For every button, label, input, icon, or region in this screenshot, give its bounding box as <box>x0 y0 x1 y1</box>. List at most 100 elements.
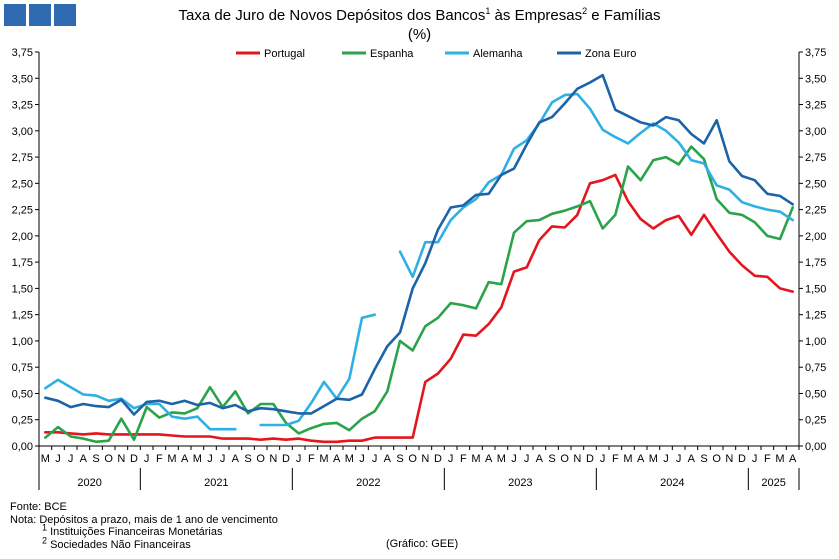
footnote-mark: 1 <box>42 522 48 533</box>
y-tick-label-left: 2,50 <box>12 178 33 190</box>
y-tick-label-right: 2,00 <box>805 231 826 243</box>
month-label: M <box>471 453 480 465</box>
y-tick-label-right: 2,75 <box>805 152 826 164</box>
month-label: J <box>359 453 365 465</box>
legend-label: Espanha <box>370 48 414 60</box>
y-tick-label-right: 0,25 <box>805 415 826 427</box>
note-text: Nota: Depósitos a prazo, mais de 1 ano d… <box>10 513 278 526</box>
month-label: J <box>663 453 669 465</box>
month-label: J <box>600 453 606 465</box>
month-label: D <box>434 453 442 465</box>
month-label: A <box>637 453 645 465</box>
source-text: Fonte: BCE <box>10 501 67 513</box>
series-line-espanha <box>43 145 795 444</box>
logo-square <box>4 4 26 26</box>
month-label: N <box>725 453 733 465</box>
month-label: A <box>181 453 189 465</box>
series-line-alemanha <box>43 378 237 431</box>
month-label: F <box>612 453 619 465</box>
y-tick-label-left: 0,50 <box>12 388 33 400</box>
y-tick-label-right: 1,50 <box>805 283 826 295</box>
month-label: S <box>244 453 251 465</box>
month-label: D <box>130 453 138 465</box>
month-label: D <box>586 453 594 465</box>
month-label: S <box>92 453 99 465</box>
series-line-zona-euro <box>43 73 795 416</box>
month-label: J <box>752 453 758 465</box>
month-label: O <box>712 453 721 465</box>
y-tick-label-right: 2,25 <box>805 205 826 217</box>
month-label: J <box>144 453 150 465</box>
month-label: J <box>676 453 682 465</box>
year-label: 2020 <box>77 477 101 489</box>
month-label: N <box>421 453 429 465</box>
month-label: O <box>256 453 265 465</box>
chart-subtitle: (%) <box>407 26 432 43</box>
month-label: S <box>548 453 555 465</box>
line-chart: 0,00 0,00 0,25 0,25 0,50 0,50 0,75 0,75 1,00 1,00… <box>12 47 826 490</box>
y-tick-label-left: 2,00 <box>12 231 33 243</box>
month-label: M <box>345 453 354 465</box>
legend-label: Alemanha <box>473 48 523 60</box>
y-tick-label-left: 3,50 <box>12 73 33 85</box>
month-label: N <box>117 453 125 465</box>
y-tick-label-right: 3,00 <box>805 126 826 138</box>
series-line-portugal <box>43 173 795 444</box>
title-text: às Empresas <box>490 7 583 24</box>
month-label: M <box>497 453 506 465</box>
month-label: J <box>511 453 517 465</box>
month-label: A <box>232 453 240 465</box>
title-text: e Famílias <box>587 7 661 24</box>
series-line-alemanha <box>259 313 377 427</box>
month-label: A <box>536 453 544 465</box>
month-label: M <box>41 453 50 465</box>
year-label: 2022 <box>356 477 380 489</box>
y-tick-label-left: 2,25 <box>12 205 33 217</box>
footnote-text: Sociedades Não Financeiras <box>47 538 191 551</box>
y-tick-label-left: 0,75 <box>12 362 33 374</box>
y-tick-label-right: 1,25 <box>805 310 826 322</box>
month-label: M <box>167 453 176 465</box>
y-tick-label-left: 1,00 <box>12 336 33 348</box>
month-label: D <box>738 453 746 465</box>
year-label: 2021 <box>204 477 228 489</box>
month-label: M <box>193 453 202 465</box>
y-tick-label-left: 1,50 <box>12 283 33 295</box>
y-tick-label-right: 1,00 <box>805 336 826 348</box>
title-footnote-mark: 2 <box>582 6 588 16</box>
chart-title: Taxa de Juro de Novos Depósitos dos Banc… <box>0 6 839 25</box>
month-label: M <box>649 453 658 465</box>
year-label: 2025 <box>761 477 785 489</box>
logo <box>4 4 76 26</box>
month-label: D <box>282 453 290 465</box>
year-label: 2023 <box>508 477 532 489</box>
month-label: M <box>623 453 632 465</box>
logo-square <box>54 4 76 26</box>
y-tick-label-right: 0,75 <box>805 362 826 374</box>
y-tick-label-left: 3,25 <box>12 100 33 112</box>
month-label: O <box>560 453 569 465</box>
footnote-mark: 2 <box>42 534 48 545</box>
month-label: N <box>269 453 277 465</box>
month-label: S <box>700 453 707 465</box>
legend-label: Portugal <box>264 48 305 60</box>
y-tick-label-right: 2,50 <box>805 178 826 190</box>
month-label: J <box>296 453 302 465</box>
month-label: M <box>319 453 328 465</box>
y-tick-label-right: 3,50 <box>805 73 826 85</box>
month-label: J <box>524 453 530 465</box>
month-label: A <box>789 453 797 465</box>
y-tick-label-left: 3,75 <box>12 47 33 59</box>
month-label: A <box>485 453 493 465</box>
chart-notes: Fonte: BCE Nota: Depósitos a prazo, mais… <box>10 501 278 551</box>
y-tick-label-left: 0,25 <box>12 415 33 427</box>
month-label: J <box>372 453 378 465</box>
logo-square <box>29 4 51 26</box>
month-label: J <box>448 453 454 465</box>
y-tick-label-left: 2,75 <box>12 152 33 164</box>
month-label: F <box>764 453 771 465</box>
y-tick-label-right: 1,75 <box>805 257 826 269</box>
chart-credit: (Gráfico: GEE) <box>386 538 459 550</box>
y-tick-label-right: 3,75 <box>805 47 826 59</box>
y-tick-label-right: 0,00 <box>805 441 826 453</box>
